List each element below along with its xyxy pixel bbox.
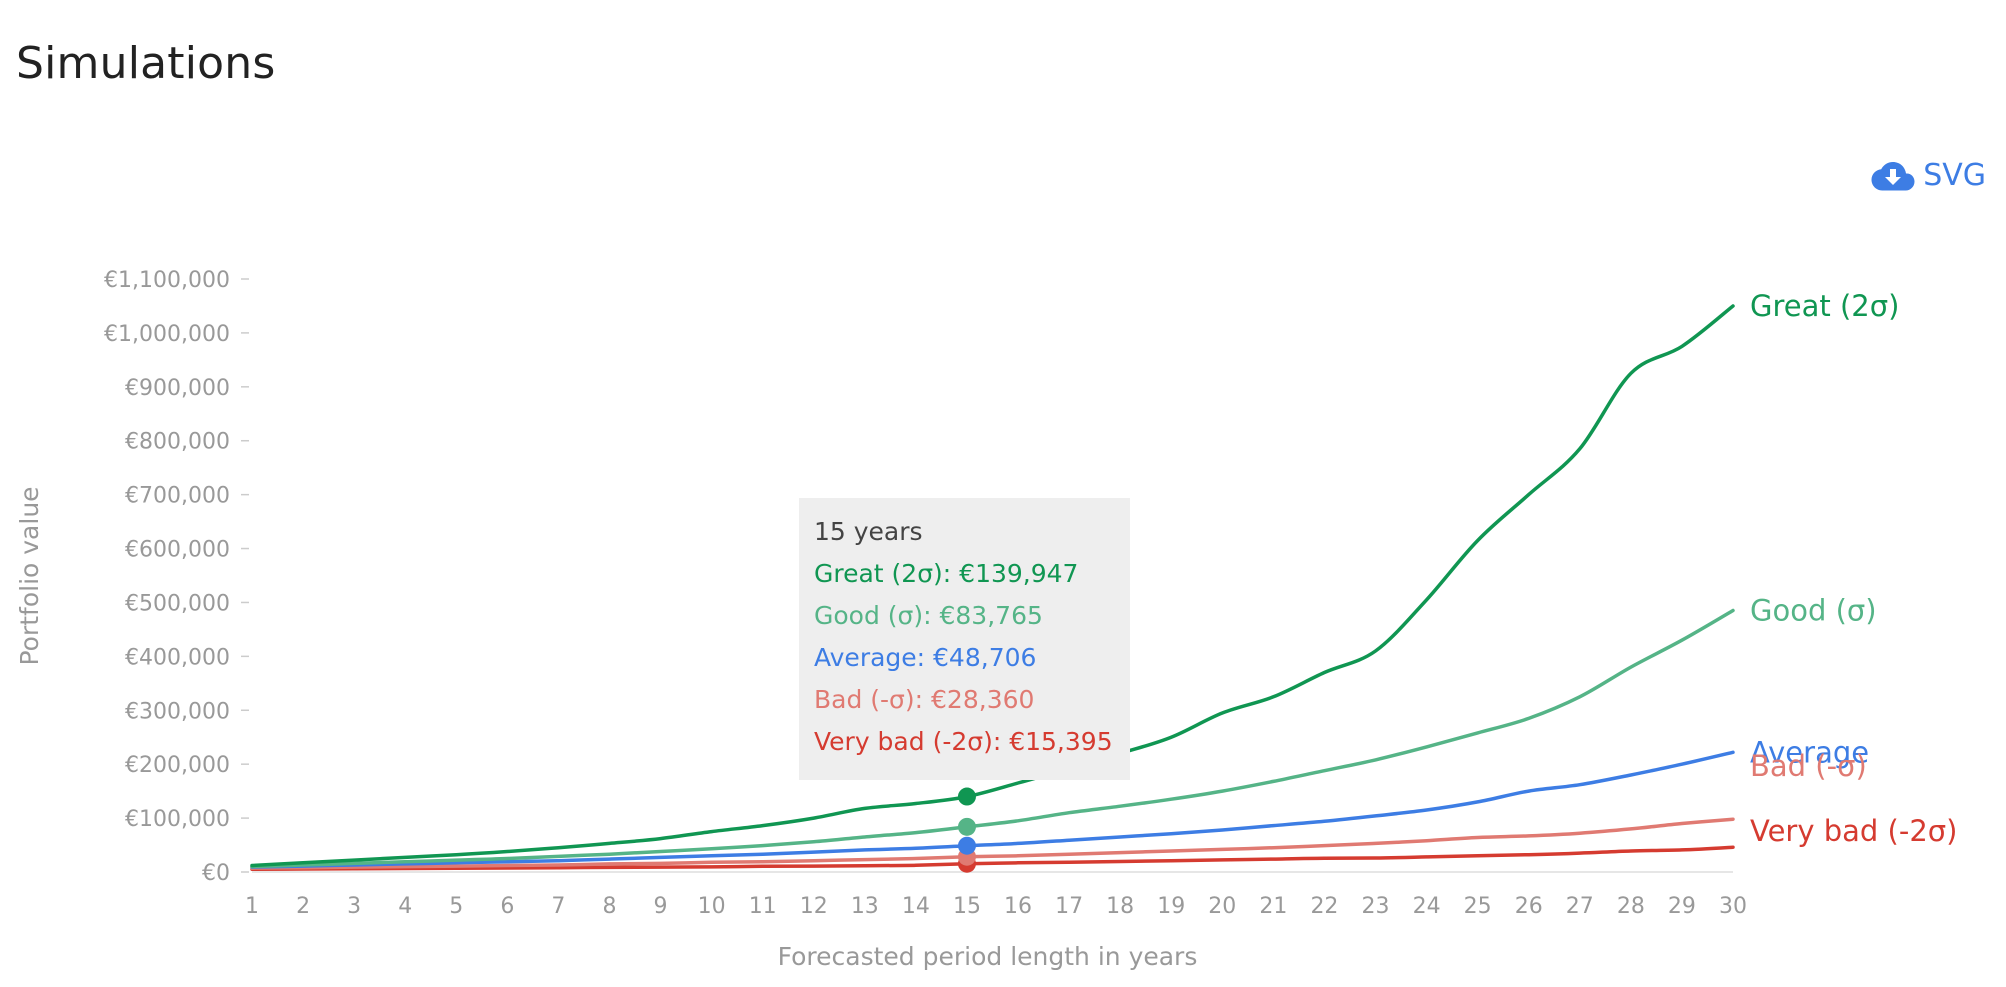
- x-tick-label: 21: [1259, 894, 1287, 919]
- cloud-download-icon: [1871, 161, 1915, 190]
- x-tick-label: 23: [1362, 894, 1390, 919]
- series-lines: [250, 304, 1735, 872]
- x-tick-label: 19: [1157, 894, 1185, 919]
- y-tick-label: €1,100,000: [104, 268, 230, 293]
- x-tick-label: 1: [245, 894, 259, 919]
- y-tick-label: €1,000,000: [104, 322, 230, 347]
- series-line-very-bad: [250, 845, 1735, 872]
- y-axis-label: Portfolio value: [15, 486, 44, 665]
- series-line-great: [250, 304, 1735, 868]
- x-tick-label: 17: [1055, 894, 1083, 919]
- y-tick-label: €500,000: [125, 591, 230, 616]
- tooltip-row-good: Good (σ): €83,765: [814, 601, 1043, 630]
- x-tick-label: 2: [296, 894, 310, 919]
- x-tick-label: 5: [449, 894, 463, 919]
- y-tick-label: €600,000: [125, 538, 230, 563]
- tooltip-row-great: Great (2σ): €139,947: [814, 559, 1079, 588]
- highlight-point-great: [957, 787, 976, 806]
- series-line-average: [250, 750, 1735, 869]
- series-line-good: [250, 608, 1735, 869]
- x-tick-label: 7: [551, 894, 565, 919]
- x-tick-label: 15: [953, 894, 981, 919]
- series-line-bad: [250, 817, 1735, 870]
- tooltip-header: 15 years: [814, 517, 923, 546]
- tooltip-row-bad: Bad (-σ): €28,360: [814, 685, 1035, 714]
- series-end-label-very-bad: Very bad (-2σ): [1750, 814, 1957, 848]
- x-tick-label: 29: [1668, 894, 1696, 919]
- x-tick-label: 22: [1310, 894, 1338, 919]
- x-tick-label: 9: [654, 894, 668, 919]
- y-axis: €0 €100,000 €200,000 €300,000 €400,000 €500,0…: [104, 268, 249, 886]
- download-svg-label: SVG: [1923, 158, 1986, 193]
- tooltip-row-average: Average: €48,706: [814, 643, 1037, 672]
- x-axis: 1 2 3 4 5 6 7 8 9 10 11 12 13 14 15 16 17 18 19 20 21 22 23 24 2…: [245, 871, 1747, 919]
- x-tick-label: 20: [1208, 894, 1236, 919]
- y-tick-label: €100,000: [125, 807, 230, 832]
- x-tick-label: 30: [1719, 894, 1747, 919]
- y-tick-label: €0: [202, 861, 230, 886]
- x-tick-label: 4: [398, 894, 412, 919]
- series-end-label-bad: Bad (-σ): [1750, 749, 1867, 783]
- page-title: Simulations: [16, 38, 276, 89]
- y-tick-label: €700,000: [125, 484, 230, 509]
- y-tick-label: €300,000: [125, 699, 230, 724]
- x-axis-label: Forecasted period length in years: [778, 942, 1198, 971]
- highlight-point-average: [957, 836, 976, 855]
- x-tick-label: 28: [1617, 894, 1645, 919]
- series-end-label-great: Great (2σ): [1750, 289, 1899, 323]
- x-tick-label: 6: [500, 894, 514, 919]
- x-tick-label: 10: [698, 894, 726, 919]
- x-tick-label: 12: [800, 894, 828, 919]
- y-tick-label: €400,000: [125, 645, 230, 670]
- highlight-point-good: [957, 817, 976, 836]
- x-tick-label: 26: [1515, 894, 1543, 919]
- y-tick-label: €900,000: [125, 376, 230, 401]
- x-tick-label: 27: [1566, 894, 1594, 919]
- x-tick-label: 11: [749, 894, 777, 919]
- series-end-label-average: Average: [1750, 735, 1869, 769]
- x-tick-label: 16: [1004, 894, 1032, 919]
- x-tick-label: 8: [602, 894, 616, 919]
- x-tick-label: 14: [902, 894, 930, 919]
- y-tick-label: €800,000: [125, 430, 230, 455]
- tooltip-row-very-bad: Very bad (-2σ): €15,395: [814, 727, 1113, 756]
- y-tick-label: €200,000: [125, 753, 230, 778]
- tooltip: 15 years Great (2σ): €139,947 Good (σ): …: [799, 498, 1130, 780]
- highlight-markers: [957, 787, 976, 873]
- x-tick-label: 25: [1464, 894, 1492, 919]
- x-tick-label: 13: [851, 894, 879, 919]
- download-svg-button[interactable]: SVG: [1871, 158, 1986, 193]
- x-tick-label: 3: [347, 894, 361, 919]
- x-tick-label: 24: [1413, 894, 1441, 919]
- series-end-label-good: Good (σ): [1750, 594, 1877, 628]
- x-tick-label: 18: [1106, 894, 1134, 919]
